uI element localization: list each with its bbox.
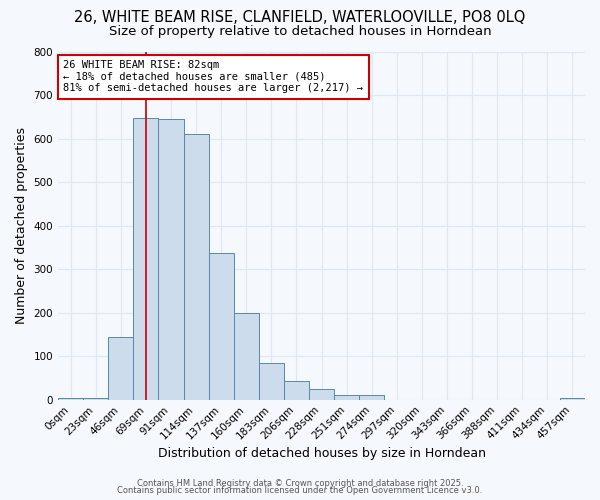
Bar xyxy=(284,382,309,400)
Bar xyxy=(184,134,209,400)
Bar xyxy=(158,119,184,400)
X-axis label: Distribution of detached houses by size in Horndean: Distribution of detached houses by size … xyxy=(158,447,485,460)
Bar xyxy=(259,362,284,400)
Bar xyxy=(83,398,108,400)
Bar xyxy=(58,398,83,400)
Bar xyxy=(334,396,359,400)
Text: 26 WHITE BEAM RISE: 82sqm
← 18% of detached houses are smaller (485)
81% of semi: 26 WHITE BEAM RISE: 82sqm ← 18% of detac… xyxy=(64,60,364,94)
Bar xyxy=(560,398,585,400)
Bar xyxy=(359,394,384,400)
Text: Size of property relative to detached houses in Horndean: Size of property relative to detached ho… xyxy=(109,25,491,38)
Bar xyxy=(209,252,233,400)
Text: Contains public sector information licensed under the Open Government Licence v3: Contains public sector information licen… xyxy=(118,486,482,495)
Bar xyxy=(133,118,158,400)
Bar xyxy=(108,336,133,400)
Bar xyxy=(309,389,334,400)
Text: Contains HM Land Registry data © Crown copyright and database right 2025.: Contains HM Land Registry data © Crown c… xyxy=(137,478,463,488)
Bar xyxy=(233,312,259,400)
Text: 26, WHITE BEAM RISE, CLANFIELD, WATERLOOVILLE, PO8 0LQ: 26, WHITE BEAM RISE, CLANFIELD, WATERLOO… xyxy=(74,10,526,25)
Y-axis label: Number of detached properties: Number of detached properties xyxy=(15,127,28,324)
